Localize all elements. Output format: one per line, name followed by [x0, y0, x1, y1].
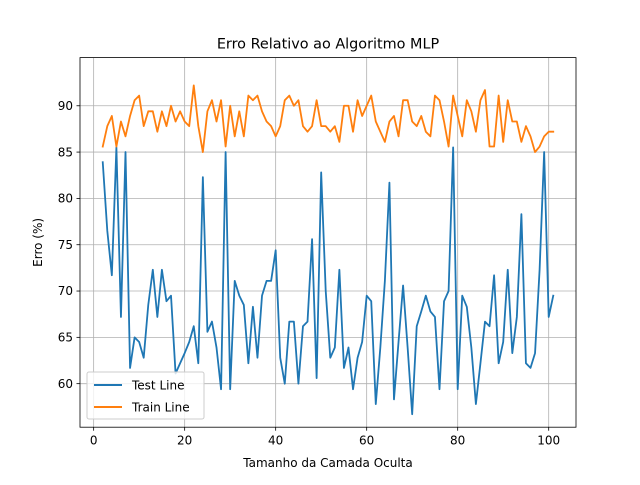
ticks-layer: 0 20 40 60 80 100 60 65 70 75 80 85 90	[58, 99, 560, 448]
y-tick-label: 70	[58, 284, 73, 298]
y-tick-label: 80	[58, 192, 73, 206]
plot-frame	[79, 57, 577, 428]
y-axis-title: Erro (%)	[31, 218, 45, 267]
test-line-series	[101, 146, 555, 416]
grid-layer	[80, 57, 576, 428]
legend: Test Line Train Line	[86, 371, 205, 420]
legend-label-train: Train Line	[131, 401, 190, 415]
x-tick-label: 60	[359, 434, 374, 448]
y-tick-label: 60	[58, 377, 73, 391]
train-line-series	[101, 84, 555, 153]
x-axis-title: Tamanho da Camada Oculta	[242, 456, 413, 470]
series-layer	[101, 84, 555, 416]
y-tick-label: 65	[58, 331, 73, 345]
x-tick-label: 100	[537, 434, 560, 448]
x-tick-label: 80	[450, 434, 465, 448]
y-tick-label: 85	[58, 145, 73, 159]
y-tick-label: 75	[58, 238, 73, 252]
x-tick-label: 20	[177, 434, 192, 448]
legend-label-test: Test Line	[131, 379, 184, 393]
y-tick-label: 90	[58, 99, 73, 113]
x-tick-label: 0	[90, 434, 98, 448]
x-tick-label: 40	[268, 434, 283, 448]
chart-title: Erro Relativo ao Algoritmo MLP	[217, 37, 440, 53]
